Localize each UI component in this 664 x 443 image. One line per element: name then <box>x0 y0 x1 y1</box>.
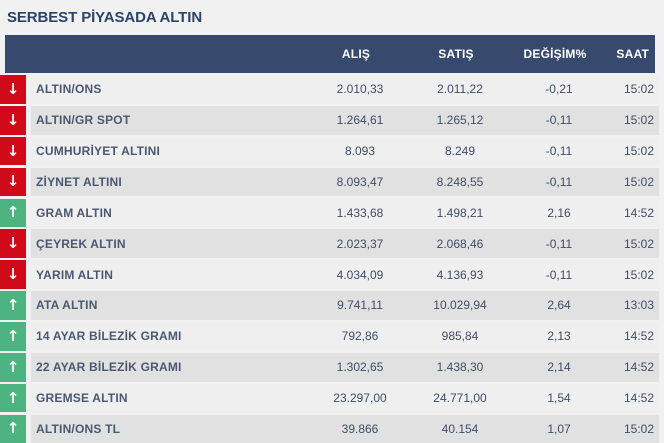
table-row[interactable]: ↑ 22 AYAR BİLEZİK GRAMI 1.302,65 1.438,3… <box>0 352 659 382</box>
update-time: 14:52 <box>623 329 654 344</box>
buy-price: 2.023,37 <box>336 236 384 251</box>
arrow-down-icon: ↓ <box>0 136 26 166</box>
change-percent: 1,54 <box>547 391 571 406</box>
update-time: 14:52 <box>623 205 654 220</box>
table-row[interactable]: ↓ ZİYNET ALTINI 8.093,47 8.248,55 -0,11 … <box>0 167 659 197</box>
buy-price: 1.302,65 <box>336 360 384 375</box>
buy-price: 792,86 <box>341 329 379 344</box>
arrow-up-icon: ↑ <box>0 352 26 382</box>
table-row[interactable]: ↑ ALTIN/ONS TL 39.866 40.154 1,07 15:02 <box>0 414 659 443</box>
arrow-down-icon: ↓ <box>0 105 26 135</box>
gold-price-table: ALIŞ SATIŞ DEĞİŞİM% SAAT ↓ ALTIN/ONS 2.0… <box>0 35 664 443</box>
arrow-up-icon: ↑ <box>0 198 26 228</box>
column-header-saat: SAAT <box>616 47 649 61</box>
title-bar: SERBEST PİYASADA ALTIN <box>0 0 664 35</box>
buy-price: 1.433,68 <box>336 205 384 220</box>
sell-price: 10.029,94 <box>433 298 487 313</box>
instrument-name: 14 AYAR BİLEZİK GRAMI <box>36 329 182 344</box>
arrow-down-icon: ↓ <box>0 167 26 197</box>
table-row[interactable]: ↑ GREMSE ALTIN 23.297,00 24.771,00 1,54 … <box>0 383 659 413</box>
sell-price: 40.154 <box>441 421 479 436</box>
buy-price: 2.010,33 <box>336 82 384 97</box>
instrument-name: ALTIN/ONS <box>36 82 102 97</box>
change-percent: 2,16 <box>547 205 571 220</box>
instrument-name: YARIM ALTIN <box>36 267 114 282</box>
change-percent: -0,11 <box>545 236 573 251</box>
update-time: 14:52 <box>623 360 654 375</box>
table-row[interactable]: ↓ CUMHURİYET ALTINI 8.093 8.249 -0,11 15… <box>0 136 659 166</box>
table-row[interactable]: ↑ ATA ALTIN 9.741,11 10.029,94 2,64 13:0… <box>0 291 659 320</box>
arrow-up-icon: ↑ <box>0 414 26 443</box>
change-percent: 2,13 <box>547 329 571 344</box>
sell-price: 985,84 <box>441 329 479 344</box>
instrument-name: ÇEYREK ALTIN <box>36 236 126 251</box>
update-time: 13:03 <box>623 298 654 313</box>
sell-price: 24.771,00 <box>433 391 487 406</box>
table-row[interactable]: ↓ ALTIN/GR SPOT 1.264,61 1.265,12 -0,11 … <box>0 105 659 135</box>
buy-price: 8.093,47 <box>336 174 384 189</box>
update-time: 15:02 <box>623 236 654 251</box>
change-percent: -0,21 <box>545 82 573 97</box>
update-time: 15:02 <box>623 421 654 436</box>
arrow-down-icon: ↓ <box>0 229 26 259</box>
buy-price: 4.034,09 <box>336 267 384 282</box>
sell-price: 1.438,30 <box>436 360 484 375</box>
update-time: 15:02 <box>623 82 654 97</box>
instrument-name: ALTIN/GR SPOT <box>36 113 131 128</box>
change-percent: 1,07 <box>547 421 571 436</box>
table-header: ALIŞ SATIŞ DEĞİŞİM% SAAT <box>5 35 655 73</box>
table-row[interactable]: ↓ ALTIN/ONS 2.010,33 2.011,22 -0,21 15:0… <box>0 75 659 104</box>
instrument-name: GREMSE ALTIN <box>36 391 128 406</box>
arrow-down-icon: ↓ <box>0 260 26 289</box>
table-row[interactable]: ↓ ÇEYREK ALTIN 2.023,37 2.068,46 -0,11 1… <box>0 229 659 259</box>
sell-price: 4.136,93 <box>436 267 484 282</box>
sell-price: 2.068,46 <box>436 236 484 251</box>
update-time: 14:52 <box>623 391 654 406</box>
change-percent: -0,11 <box>545 113 573 128</box>
table-row[interactable]: ↓ YARIM ALTIN 4.034,09 4.136,93 -0,11 15… <box>0 260 659 289</box>
table-row[interactable]: ↑ 14 AYAR BİLEZİK GRAMI 792,86 985,84 2,… <box>0 322 659 351</box>
instrument-name: 22 AYAR BİLEZİK GRAMI <box>36 360 182 375</box>
instrument-name: GRAM ALTIN <box>36 205 112 220</box>
instrument-name: ATA ALTIN <box>36 298 98 313</box>
column-header-satis: SATIŞ <box>438 47 474 61</box>
buy-price: 23.297,00 <box>333 391 387 406</box>
update-time: 15:02 <box>623 113 654 128</box>
arrow-down-icon: ↓ <box>0 75 26 104</box>
instrument-name: ZİYNET ALTINI <box>36 174 122 189</box>
update-time: 15:02 <box>623 174 654 189</box>
sell-price: 8.248,55 <box>436 174 484 189</box>
column-header-alis: ALIŞ <box>341 47 371 61</box>
change-percent: 2,64 <box>547 298 571 313</box>
instrument-name: ALTIN/ONS TL <box>36 421 121 436</box>
column-header-degisim: DEĞİŞİM% <box>523 47 587 61</box>
arrow-up-icon: ↑ <box>0 291 26 320</box>
sell-price: 2.011,22 <box>437 82 483 97</box>
update-time: 15:02 <box>623 144 654 159</box>
buy-price: 9.741,11 <box>337 298 383 313</box>
change-percent: 2,14 <box>547 360 571 375</box>
change-percent: -0,11 <box>545 144 573 159</box>
table-body: ↓ ALTIN/ONS 2.010,33 2.011,22 -0,21 15:0… <box>0 75 664 443</box>
update-time: 15:02 <box>623 267 654 282</box>
sell-price: 1.498,21 <box>436 205 484 220</box>
instrument-name: CUMHURİYET ALTINI <box>36 144 161 159</box>
sell-price: 8.249 <box>444 144 476 159</box>
arrow-up-icon: ↑ <box>0 383 26 413</box>
change-percent: -0,11 <box>545 267 573 282</box>
page-title: SERBEST PİYASADA ALTIN <box>7 9 203 26</box>
change-percent: -0,11 <box>545 174 573 189</box>
arrow-up-icon: ↑ <box>0 322 26 351</box>
table-row[interactable]: ↑ GRAM ALTIN 1.433,68 1.498,21 2,16 14:5… <box>0 198 659 228</box>
buy-price: 8.093 <box>344 144 376 159</box>
buy-price: 39.866 <box>341 421 379 436</box>
sell-price: 1.265,12 <box>436 113 484 128</box>
buy-price: 1.264,61 <box>336 113 384 128</box>
